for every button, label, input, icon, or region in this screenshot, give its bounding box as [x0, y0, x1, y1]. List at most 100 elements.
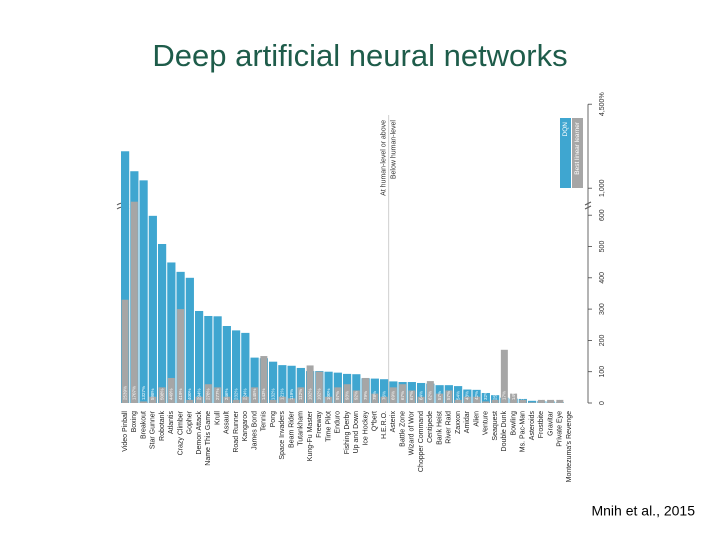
linear-bar — [232, 399, 240, 403]
game-label: Demon Attack — [196, 411, 203, 455]
value-label: 13% — [520, 391, 525, 400]
value-label: 32% — [483, 391, 488, 400]
dqn-bar — [250, 357, 259, 403]
value-label: 246% — [224, 388, 229, 400]
linear-bar — [352, 390, 360, 403]
linear-bar — [241, 396, 249, 403]
game-label: Time Pilot — [325, 411, 332, 442]
linear-bar — [223, 396, 231, 403]
value-label: 102% — [317, 388, 322, 400]
game-label: Star Gunner — [150, 410, 157, 449]
game-label: Venture — [483, 411, 490, 435]
value-label: 97% — [335, 391, 340, 400]
linear-bar — [343, 384, 351, 403]
value-label: 64% — [418, 391, 423, 400]
linear-bar — [214, 387, 222, 403]
linear-bar — [510, 393, 518, 403]
dqn-bar — [380, 379, 389, 403]
y-tick-label: 400 — [599, 272, 606, 284]
value-label: 79% — [363, 391, 368, 400]
game-label: Seaquest — [492, 411, 499, 441]
value-label: 112% — [298, 389, 303, 400]
linear-bar — [195, 396, 203, 403]
linear-bar — [482, 401, 490, 403]
value-label: 232% — [233, 388, 238, 400]
dqn-bar — [463, 389, 472, 403]
game-label: Gravitar — [547, 410, 554, 436]
value-label: 6% — [539, 393, 544, 400]
linear-bar — [463, 396, 471, 403]
linear-bar — [362, 377, 370, 403]
legend-swatch — [560, 118, 571, 188]
game-label: Up and Down — [353, 411, 360, 454]
y-tick-label: 300 — [599, 303, 606, 315]
game-label: Alien — [473, 411, 480, 427]
linear-bar — [140, 401, 148, 403]
value-label: 17% — [502, 391, 507, 400]
linear-bar — [204, 384, 212, 403]
value-label: 598% — [150, 388, 155, 400]
game-label: Double Dunk — [501, 410, 508, 451]
game-label: Gopher — [187, 410, 194, 434]
game-label: Assault — [224, 411, 231, 434]
game-label: Battle Zone — [399, 411, 406, 447]
legend-label: Best linear learner — [574, 121, 581, 175]
linear-bar — [500, 349, 508, 403]
linear-bar — [130, 201, 138, 403]
game-label: Ms. Pac-Man — [520, 411, 527, 452]
linear-bar — [334, 387, 342, 403]
dqn-bar — [204, 315, 213, 403]
game-label: Boxing — [131, 411, 138, 433]
game-label: Kung-Fu Master — [307, 410, 314, 461]
value-label: 277% — [215, 388, 220, 400]
linear-bar — [297, 387, 305, 403]
value-label: 0% — [566, 393, 571, 400]
value-label: 14% — [511, 391, 516, 400]
linear-bar — [426, 381, 434, 403]
linear-bar — [158, 387, 166, 403]
game-label: Pong — [270, 411, 277, 427]
linear-bar — [556, 399, 564, 403]
dqn-bar — [472, 389, 481, 403]
dqn-bar — [324, 371, 333, 403]
value-label: 5% — [548, 393, 553, 400]
value-label: 119% — [289, 389, 294, 400]
game-label: Crazy Climber — [177, 410, 184, 455]
axis-break — [584, 205, 592, 210]
value-label: 2539% — [122, 386, 127, 400]
dqn-bar — [158, 243, 167, 403]
game-label: Enduro — [335, 411, 342, 434]
value-label: 57% — [437, 391, 442, 400]
linear-bar — [491, 399, 499, 403]
game-label: Asteroids — [529, 411, 536, 441]
dqn-bar — [139, 180, 148, 403]
dqn-bar — [528, 400, 537, 403]
linear-bar — [445, 390, 453, 403]
game-label: Centipede — [427, 411, 434, 443]
game-label: River Raid — [446, 411, 453, 444]
dqn-bar — [241, 332, 250, 403]
linear-bar — [306, 365, 314, 403]
value-label: 93% — [344, 391, 349, 400]
dqn-bar — [481, 392, 490, 403]
y-tick-label: 4,500% — [599, 92, 606, 116]
annotation: Below human-level — [391, 120, 398, 180]
game-label: Fishing Derby — [344, 411, 351, 455]
game-label: Freeway — [316, 411, 323, 438]
game-label: Breakout — [140, 411, 147, 439]
value-label: 54% — [455, 391, 460, 400]
value-label: 449% — [169, 388, 174, 400]
value-label: 67% — [400, 391, 405, 400]
linear-bar — [278, 396, 286, 403]
linear-bar — [288, 398, 296, 403]
dqn-bar — [213, 316, 222, 403]
linear-bar — [315, 371, 323, 403]
linear-bar — [325, 396, 333, 403]
y-tick-label: 600 — [599, 209, 606, 221]
y-tick-label: 1,000 — [599, 179, 606, 197]
game-label: Bowling — [510, 411, 517, 436]
linear-bar — [473, 396, 481, 403]
dqn-bar — [454, 386, 463, 403]
game-label: Name This Game — [205, 411, 212, 466]
value-label: 62% — [428, 391, 433, 400]
